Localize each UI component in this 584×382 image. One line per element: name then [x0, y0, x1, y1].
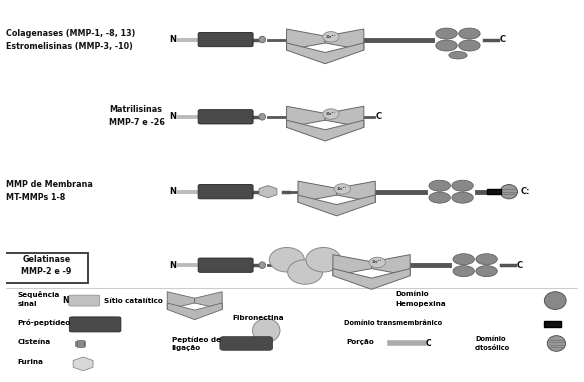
Ellipse shape [288, 260, 323, 284]
Polygon shape [287, 43, 364, 64]
Text: N: N [169, 187, 176, 196]
Text: MT-MMPs 1-8: MT-MMPs 1-8 [6, 193, 65, 202]
Ellipse shape [476, 265, 498, 277]
Polygon shape [333, 269, 410, 289]
Text: MMP de Membrana: MMP de Membrana [6, 180, 93, 189]
Ellipse shape [259, 36, 266, 43]
Text: Peptídeo de: Peptídeo de [172, 336, 221, 343]
Ellipse shape [259, 262, 266, 269]
FancyBboxPatch shape [220, 337, 273, 350]
Ellipse shape [544, 292, 566, 309]
Text: Sítio catalítico: Sítio catalítico [105, 298, 163, 304]
FancyBboxPatch shape [5, 253, 88, 283]
Polygon shape [73, 357, 93, 371]
Ellipse shape [547, 336, 565, 351]
Polygon shape [287, 29, 325, 50]
Ellipse shape [452, 192, 473, 203]
Polygon shape [325, 29, 364, 50]
Text: Matrilisinas: Matrilisinas [109, 105, 162, 114]
Ellipse shape [269, 248, 304, 272]
Text: Zn²⁺: Zn²⁺ [326, 112, 336, 116]
Text: citosólico: citosólico [475, 345, 510, 351]
Polygon shape [167, 303, 222, 320]
Text: Zn²⁺: Zn²⁺ [337, 187, 347, 191]
Ellipse shape [452, 180, 473, 191]
Text: Domínio transmembrânico: Domínio transmembrânico [343, 320, 442, 326]
FancyBboxPatch shape [69, 317, 121, 332]
FancyBboxPatch shape [198, 185, 253, 199]
Ellipse shape [429, 180, 450, 191]
Text: Furina: Furina [18, 359, 43, 365]
Text: N: N [169, 35, 176, 44]
Ellipse shape [500, 185, 517, 199]
Text: C: C [425, 339, 431, 348]
Text: Domínio: Domínio [475, 337, 506, 342]
Polygon shape [298, 181, 336, 202]
Text: C:: C: [520, 187, 530, 196]
Text: MMP-2 e -9: MMP-2 e -9 [21, 267, 72, 276]
Text: Cisteína: Cisteína [18, 339, 51, 345]
Ellipse shape [453, 254, 474, 265]
Ellipse shape [453, 265, 474, 277]
Text: sinal: sinal [18, 301, 37, 307]
Text: Estromelisinas (MMP-3, -10): Estromelisinas (MMP-3, -10) [6, 42, 133, 51]
Text: N: N [62, 296, 69, 305]
Text: Domínio: Domínio [395, 291, 429, 298]
Ellipse shape [449, 52, 467, 59]
Text: MMP-7 e -26: MMP-7 e -26 [109, 118, 165, 128]
Bar [77, 340, 84, 346]
Text: Porção: Porção [346, 339, 374, 345]
Polygon shape [259, 186, 277, 198]
Ellipse shape [369, 257, 385, 268]
Text: Zn²⁺: Zn²⁺ [326, 35, 336, 39]
Bar [75, 342, 85, 346]
Text: Sequência: Sequência [18, 291, 60, 298]
Bar [487, 189, 502, 194]
Ellipse shape [252, 319, 280, 342]
Polygon shape [298, 195, 376, 216]
Text: Colagenases (MMP-1, -8, 13): Colagenases (MMP-1, -8, 13) [6, 29, 135, 38]
Ellipse shape [334, 184, 350, 194]
Text: C: C [376, 112, 382, 121]
Ellipse shape [476, 254, 498, 265]
Polygon shape [287, 120, 364, 141]
FancyBboxPatch shape [198, 110, 253, 124]
FancyBboxPatch shape [198, 32, 253, 47]
Ellipse shape [429, 192, 450, 203]
Ellipse shape [323, 109, 339, 119]
Ellipse shape [458, 40, 480, 51]
Polygon shape [371, 255, 410, 276]
Polygon shape [167, 292, 194, 309]
FancyBboxPatch shape [69, 295, 100, 306]
Text: N: N [169, 112, 176, 121]
Text: C: C [517, 261, 523, 270]
Ellipse shape [436, 40, 457, 51]
Polygon shape [325, 106, 364, 127]
Bar [544, 321, 561, 327]
Text: ligação: ligação [172, 345, 201, 351]
Polygon shape [333, 255, 371, 276]
Text: N: N [169, 261, 176, 270]
Text: Hemopexina: Hemopexina [395, 301, 446, 307]
Ellipse shape [259, 113, 266, 120]
Text: Gelatinase: Gelatinase [22, 254, 71, 264]
Text: Fibronectina: Fibronectina [232, 315, 283, 321]
FancyBboxPatch shape [198, 258, 253, 272]
Text: C: C [500, 35, 506, 44]
Polygon shape [287, 106, 325, 127]
Text: Zn²⁺: Zn²⁺ [372, 261, 383, 264]
Ellipse shape [436, 28, 457, 39]
Ellipse shape [323, 32, 339, 42]
Polygon shape [336, 181, 376, 202]
Ellipse shape [458, 28, 480, 39]
Text: Pró-peptídeo: Pró-peptídeo [18, 319, 71, 326]
Ellipse shape [306, 248, 341, 272]
Polygon shape [194, 292, 222, 309]
